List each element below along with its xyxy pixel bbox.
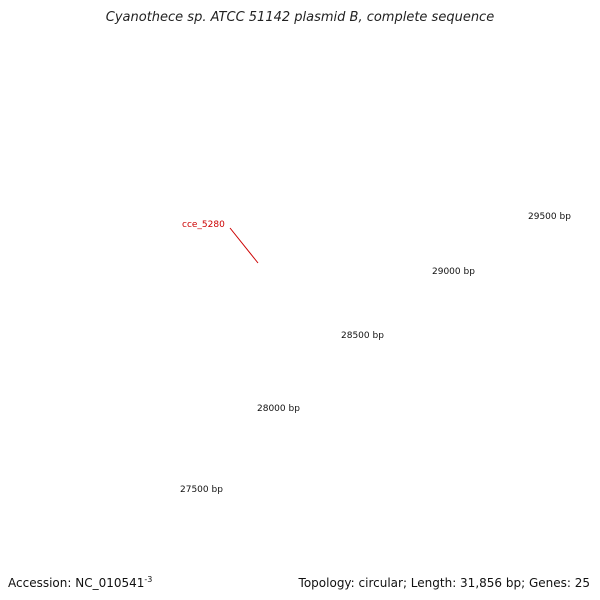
scale-label-4: 29500 bp [528, 212, 571, 222]
accession-text: Accession: NC_010541 [8, 576, 145, 590]
map-title: Cyanothece sp. ATCC 51142 plasmid B, com… [105, 10, 495, 25]
scale-label-0: 27500 bp [180, 485, 223, 495]
scale-label-2: 28500 bp [341, 331, 384, 341]
scale-label-1: 28000 bp [257, 404, 300, 414]
scale-label-layer: 27500 bp 28000 bp 28500 bp 29000 bp 29500 bp [180, 212, 571, 495]
accession-mark: -3 [144, 575, 153, 584]
scale-label-3: 29000 bp [432, 267, 475, 277]
accession-footer: Accession: NC_010541-3 [8, 575, 152, 590]
gene-label-cce-5280[interactable]: cce_5280 [182, 220, 225, 230]
gene-callout-line [229, 227, 259, 264]
summary-footer: Topology: circular; Length: 31,856 bp; G… [298, 576, 590, 590]
